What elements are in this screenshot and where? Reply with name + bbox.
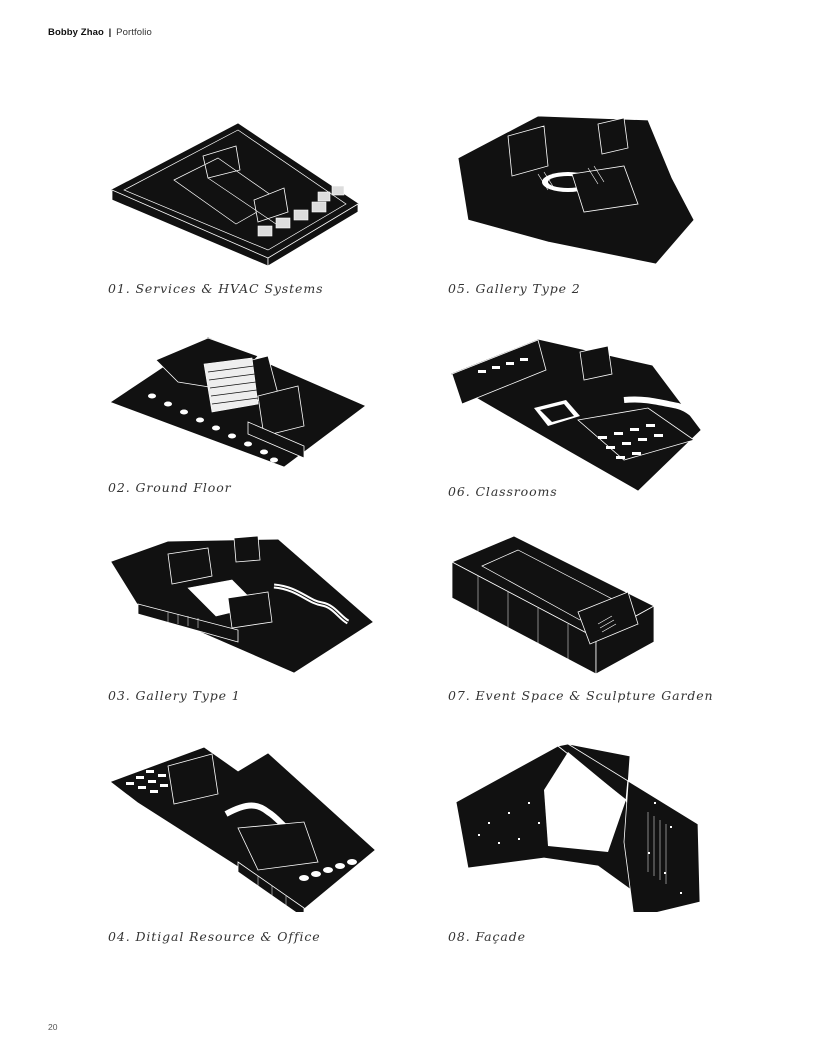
caption-01: 01. Services & HVAC Systems [108,281,324,296]
diagram-gallery-type-2 [448,108,728,278]
caption-02: 02. Ground Floor [108,480,232,495]
caption-03: 03. Gallery Type 1 [108,688,241,703]
caption-05: 05. Gallery Type 2 [448,281,581,296]
diagram-ground-floor [108,330,388,500]
caption-06: 06. Classrooms [448,484,558,499]
author-name: Bobby Zhao [48,27,104,38]
page-number: 20 [48,1022,58,1032]
diagram-digital-resource-office [108,742,388,912]
caption-07: 07. Event Space & Sculpture Garden [448,688,714,703]
header-subtitle: Portfolio [116,27,152,38]
caption-08: 08. Façade [448,929,526,944]
diagram-classrooms [448,330,728,500]
diagram-services-hvac [108,108,388,278]
diagram-facade [448,742,728,912]
diagram-gallery-type-1 [108,532,388,702]
header-separator: | [108,27,112,38]
caption-04: 04. Ditigal Resource & Office [108,929,321,944]
diagram-event-space [448,532,728,702]
page-header: Bobby Zhao | Portfolio [48,27,152,38]
